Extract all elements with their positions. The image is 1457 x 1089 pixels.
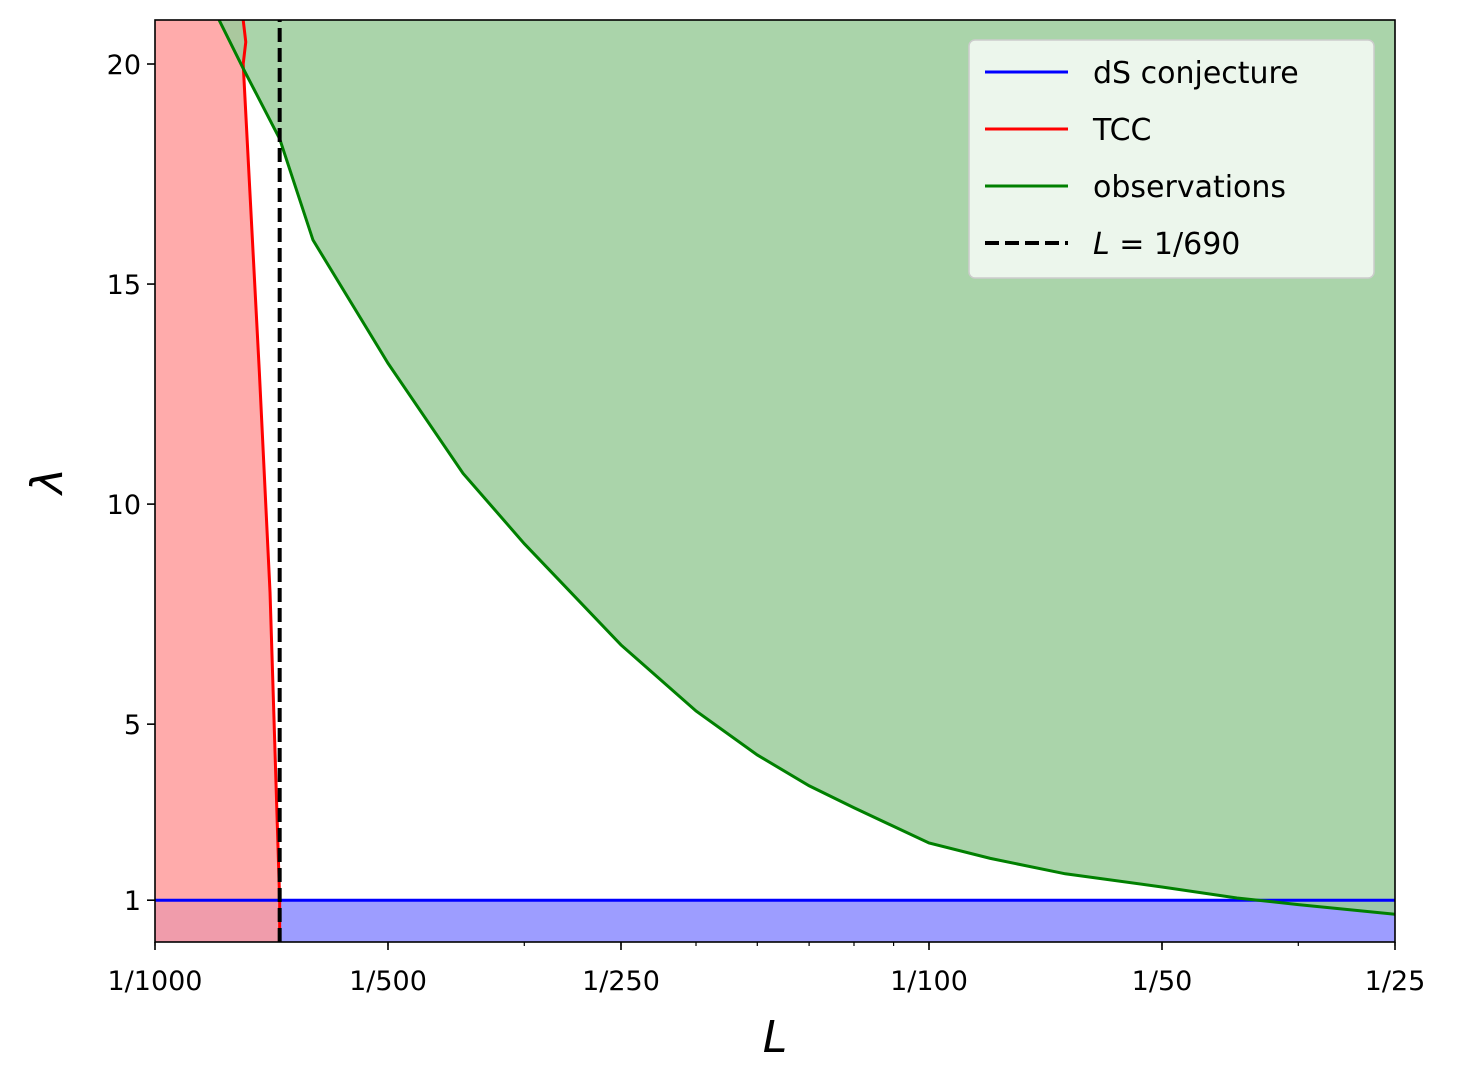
- series-lines: [155, 20, 1395, 942]
- ds-conjecture-region: [155, 900, 1395, 942]
- x-tick-label: 1/1000: [108, 966, 203, 997]
- y-tick-label: 5: [124, 710, 141, 741]
- observations-line: [217, 20, 1395, 916]
- tcc-region: [155, 20, 280, 942]
- legend-box: [968, 39, 1375, 279]
- y-tick-label: 10: [107, 490, 141, 521]
- legend: dS conjecture TCC observations L = 1/690: [968, 39, 1375, 279]
- plot-frame: [154, 19, 1396, 943]
- x-tick-label: 1/100: [890, 966, 968, 997]
- x-axis-title: L: [763, 1012, 788, 1063]
- y-tick-label: 15: [107, 270, 141, 301]
- legend-label: dS conjecture: [1093, 56, 1299, 91]
- legend-label: TCC: [1092, 113, 1151, 148]
- x-axis: 1/1000 1/500 1/250 1/100 1/50 1/25: [108, 942, 1426, 997]
- x-tick-label: 1/50: [1132, 966, 1193, 997]
- y-tick-label: 1: [124, 886, 141, 917]
- y-axis-title: λ: [22, 468, 73, 496]
- x-tick-label: 1/25: [1365, 966, 1426, 997]
- y-tick-label: 20: [107, 50, 141, 81]
- x-tick-label: 1/500: [349, 966, 427, 997]
- legend-label: observations: [1093, 170, 1286, 205]
- x-tick-label: 1/250: [582, 966, 660, 997]
- legend-label: L = 1/690: [1093, 227, 1240, 262]
